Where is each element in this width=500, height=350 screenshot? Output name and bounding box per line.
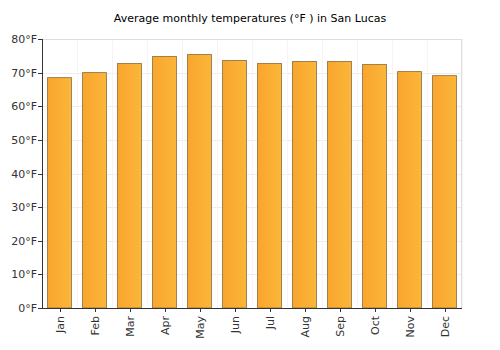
y-tick-label: 60°F xyxy=(11,100,37,113)
vertical-grid-line xyxy=(112,39,113,308)
x-axis xyxy=(42,308,462,309)
vertical-grid-line xyxy=(217,39,218,308)
y-tick-label: 50°F xyxy=(11,134,37,147)
bar xyxy=(153,56,177,308)
vertical-grid-line xyxy=(427,39,428,308)
vertical-grid-line xyxy=(392,39,393,308)
x-tick xyxy=(130,308,131,312)
x-tick-label: Feb xyxy=(89,316,102,335)
bar xyxy=(118,64,142,308)
x-tick xyxy=(445,308,446,312)
x-tick xyxy=(375,308,376,312)
x-tick-label: Dec xyxy=(439,316,452,337)
y-tick-label: 10°F xyxy=(11,268,37,281)
y-tick xyxy=(38,73,42,74)
bar xyxy=(258,64,282,308)
grid-line xyxy=(42,39,462,40)
y-tick xyxy=(38,140,42,141)
bar xyxy=(398,72,422,308)
y-tick xyxy=(38,174,42,175)
y-tick-label: 30°F xyxy=(11,201,37,214)
y-tick xyxy=(38,274,42,275)
chart-container: Average monthly temperatures (°F ) in Sa… xyxy=(0,0,500,350)
chart-svg: Average monthly temperatures (°F ) in Sa… xyxy=(0,0,500,350)
x-tick xyxy=(305,308,306,312)
y-tick-label: 20°F xyxy=(11,235,37,248)
y-tick xyxy=(38,207,42,208)
x-tick xyxy=(270,308,271,312)
vertical-grid-line xyxy=(322,39,323,308)
x-tick xyxy=(165,308,166,312)
x-tick-label: Jun xyxy=(229,316,242,334)
y-tick-label: 40°F xyxy=(11,168,37,181)
bar xyxy=(223,61,247,308)
y-tick xyxy=(38,106,42,107)
vertical-grid-line xyxy=(42,39,43,308)
frame-right xyxy=(461,39,462,308)
vertical-grid-line xyxy=(182,39,183,308)
x-tick xyxy=(340,308,341,312)
y-tick xyxy=(38,308,42,309)
bar xyxy=(188,54,212,308)
bar xyxy=(48,78,72,308)
vertical-grid-line xyxy=(147,39,148,308)
vertical-grid-line xyxy=(287,39,288,308)
bars xyxy=(48,54,457,308)
x-tick xyxy=(60,308,61,312)
frame-top xyxy=(42,39,462,40)
bar xyxy=(433,76,457,308)
x-tick-label: Aug xyxy=(299,316,312,337)
y-tick-label: 80°F xyxy=(11,33,37,46)
x-tick-label: Sep xyxy=(334,316,347,337)
x-tick xyxy=(235,308,236,312)
x-tick-label: Mar xyxy=(124,316,137,337)
bar xyxy=(363,65,387,308)
x-tick xyxy=(410,308,411,312)
x-tick-label: Oct xyxy=(369,315,382,335)
vertical-grid-line xyxy=(77,39,78,308)
x-tick xyxy=(95,308,96,312)
grid-line xyxy=(42,308,462,309)
title: Average monthly temperatures (°F ) in Sa… xyxy=(114,12,387,25)
bar xyxy=(293,62,317,308)
x-tick-label: Jan xyxy=(54,316,67,334)
vertical-grid-line xyxy=(462,39,463,308)
y-tick xyxy=(38,39,42,40)
bar xyxy=(328,62,352,308)
x-tick-label: Jul xyxy=(264,316,277,330)
vertical-grid-line xyxy=(252,39,253,308)
y-tick-label: 0°F xyxy=(18,302,37,315)
y-tick xyxy=(38,241,42,242)
bar xyxy=(83,73,107,308)
y-tick-label: 70°F xyxy=(11,67,37,80)
vertical-grid-line xyxy=(357,39,358,308)
x-tick-label: May xyxy=(194,316,207,339)
x-tick xyxy=(200,308,201,312)
y-axis xyxy=(42,39,43,308)
x-tick-label: Nov xyxy=(404,316,417,338)
x-tick-label: Apr xyxy=(159,316,172,336)
